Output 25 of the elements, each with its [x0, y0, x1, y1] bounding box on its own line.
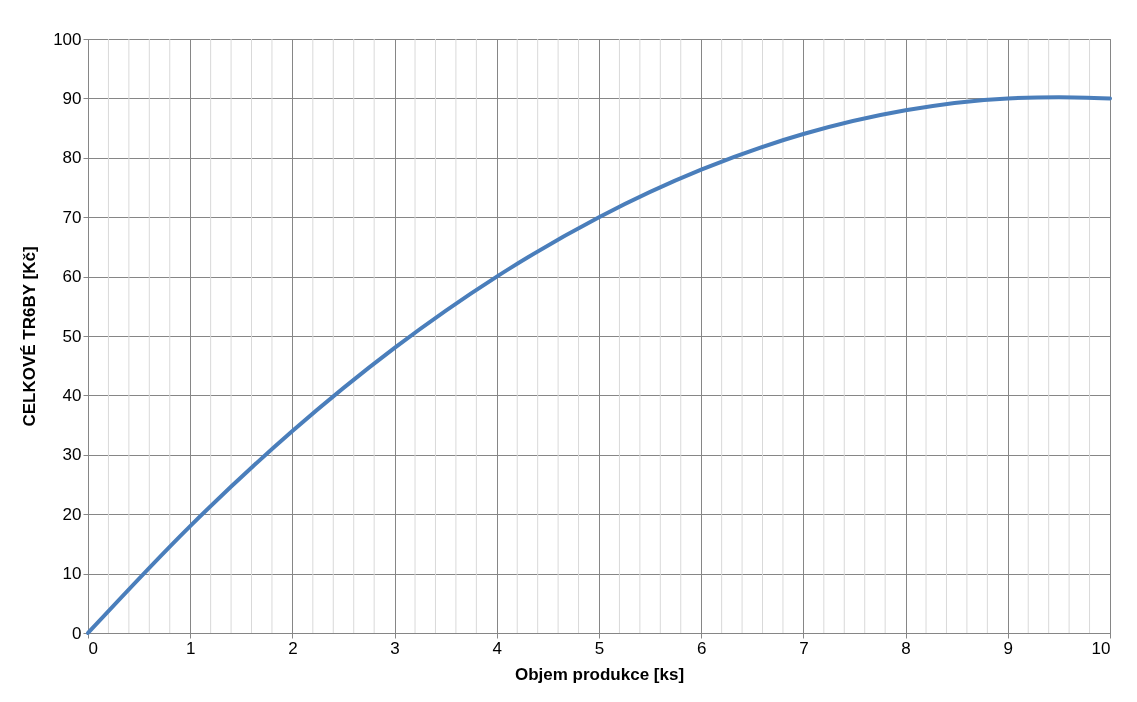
x-axis-title: Objem produkce [ks]: [514, 664, 685, 684]
line-series: [86, 95, 1112, 635]
x-tick-label: 2: [288, 638, 298, 658]
y-tick-label: 100: [53, 29, 82, 49]
y-axis-title: CELKOVÉ TR6BY [Kč]: [20, 246, 40, 427]
x-tick-label: 3: [390, 638, 400, 658]
y-tick-label: 0: [72, 623, 82, 643]
y-tick-label: 70: [62, 207, 82, 227]
y-tick-label: 50: [62, 326, 82, 346]
x-tick-label: 0: [88, 638, 98, 658]
y-tick-label: 90: [62, 88, 82, 108]
x-tick-label: 5: [594, 638, 605, 658]
x-tick-label: 6: [696, 638, 707, 658]
y-tick-label: 10: [62, 564, 82, 584]
x-tick-label: 9: [1003, 638, 1014, 658]
y-tick-label: 30: [62, 445, 82, 465]
y-tick-label: 60: [62, 267, 82, 287]
y-tick-label: 80: [62, 148, 82, 168]
x-tick-label: 8: [901, 638, 911, 658]
y-tick-label: 20: [62, 504, 82, 524]
x-tick-label: 10: [1091, 638, 1111, 658]
x-tick-label: 4: [492, 638, 503, 658]
y-tick-label: 40: [62, 385, 82, 405]
x-tick-label: 1: [185, 638, 196, 658]
x-tick-label: 7: [799, 638, 809, 658]
